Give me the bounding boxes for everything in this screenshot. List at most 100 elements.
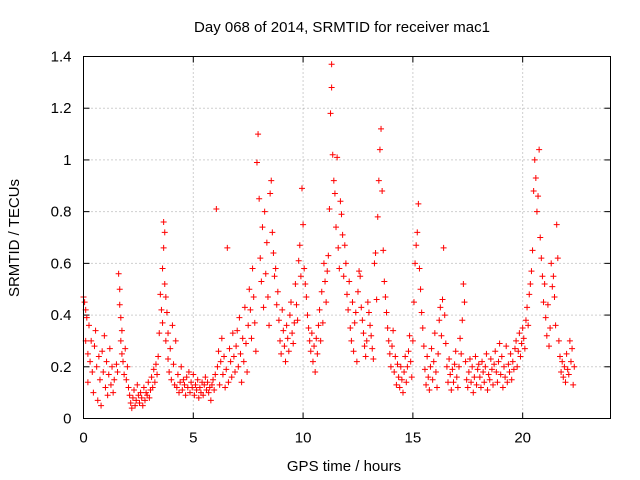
data-point	[370, 356, 377, 363]
data-point	[567, 358, 574, 365]
data-point	[149, 384, 156, 391]
data-point	[472, 353, 479, 360]
data-point	[330, 177, 337, 184]
data-point	[133, 397, 140, 404]
data-point	[447, 371, 454, 378]
data-point	[232, 368, 239, 375]
data-point	[111, 376, 118, 383]
data-point	[463, 376, 470, 383]
data-point	[399, 389, 406, 396]
data-point	[494, 379, 501, 386]
data-point	[189, 384, 196, 391]
data-point	[116, 301, 123, 308]
y-tick-label: 1	[63, 152, 71, 169]
data-point	[84, 379, 91, 386]
data-point	[326, 206, 333, 213]
data-point	[390, 327, 397, 334]
data-point	[349, 299, 356, 306]
data-point	[155, 353, 162, 360]
data-point	[228, 374, 235, 381]
data-point	[272, 265, 279, 272]
data-point	[160, 218, 167, 225]
data-point	[207, 397, 214, 404]
data-point	[165, 356, 172, 363]
data-point	[196, 384, 203, 391]
data-point	[328, 61, 335, 68]
data-point	[271, 273, 278, 280]
data-point	[182, 392, 189, 399]
data-point	[436, 317, 443, 324]
data-point	[274, 288, 281, 295]
data-point	[541, 281, 548, 288]
data-point	[145, 379, 152, 386]
data-point	[446, 356, 453, 363]
data-point	[565, 371, 572, 378]
data-point	[195, 394, 202, 401]
data-point	[351, 319, 358, 326]
data-point	[544, 301, 551, 308]
data-point	[290, 340, 297, 347]
data-point	[371, 260, 378, 267]
data-point	[501, 363, 508, 370]
data-point	[87, 358, 94, 365]
data-point	[570, 381, 577, 388]
data-point	[277, 337, 284, 344]
data-point	[237, 350, 244, 357]
data-point	[116, 286, 123, 293]
data-point	[322, 278, 329, 285]
data-point	[138, 394, 145, 401]
data-point	[136, 399, 143, 406]
data-point	[101, 332, 108, 339]
data-point	[216, 381, 223, 388]
data-point	[311, 343, 318, 350]
data-point	[361, 343, 368, 350]
data-point	[124, 363, 131, 370]
x-tick-labels: 0 5 10 15 20	[79, 430, 531, 447]
data-point	[393, 381, 400, 388]
data-point	[165, 330, 172, 337]
data-point	[401, 368, 408, 375]
data-point	[438, 332, 445, 339]
data-point	[454, 384, 461, 391]
data-point	[328, 84, 335, 91]
data-point	[118, 350, 125, 357]
y-tick-labels: 0 0.2 0.4 0.6 0.8 1 1.2 1.4	[51, 49, 72, 428]
data-point	[113, 361, 120, 368]
x-tick-label: 10	[295, 430, 312, 447]
data-point	[134, 381, 141, 388]
data-point	[128, 405, 135, 412]
data-point	[556, 353, 563, 360]
data-point	[88, 337, 95, 344]
data-point	[210, 376, 217, 383]
data-point	[179, 387, 186, 394]
data-point	[383, 309, 390, 316]
data-point	[486, 376, 493, 383]
data-point	[464, 384, 471, 391]
data-point	[421, 366, 428, 373]
data-point	[483, 350, 490, 357]
data-point	[387, 363, 394, 370]
data-point	[241, 304, 248, 311]
data-point	[140, 384, 147, 391]
data-point	[157, 291, 164, 298]
data-point	[378, 125, 385, 132]
data-point	[329, 151, 336, 158]
data-point	[304, 312, 311, 319]
data-point	[246, 286, 253, 293]
data-point	[466, 356, 473, 363]
data-point	[513, 337, 520, 344]
data-point	[177, 379, 184, 386]
data-point	[238, 379, 245, 386]
data-point	[92, 327, 99, 334]
grid-lines	[83, 56, 611, 419]
data-point	[151, 379, 158, 386]
data-point	[505, 361, 512, 368]
data-point	[266, 322, 273, 329]
data-point	[325, 252, 332, 259]
data-point	[202, 374, 209, 381]
data-point	[172, 337, 179, 344]
chart-title: Day 068 of 2014, SRMTID for receiver mac…	[194, 19, 490, 36]
data-point	[440, 244, 447, 251]
data-point	[214, 363, 221, 370]
data-point	[256, 195, 263, 202]
